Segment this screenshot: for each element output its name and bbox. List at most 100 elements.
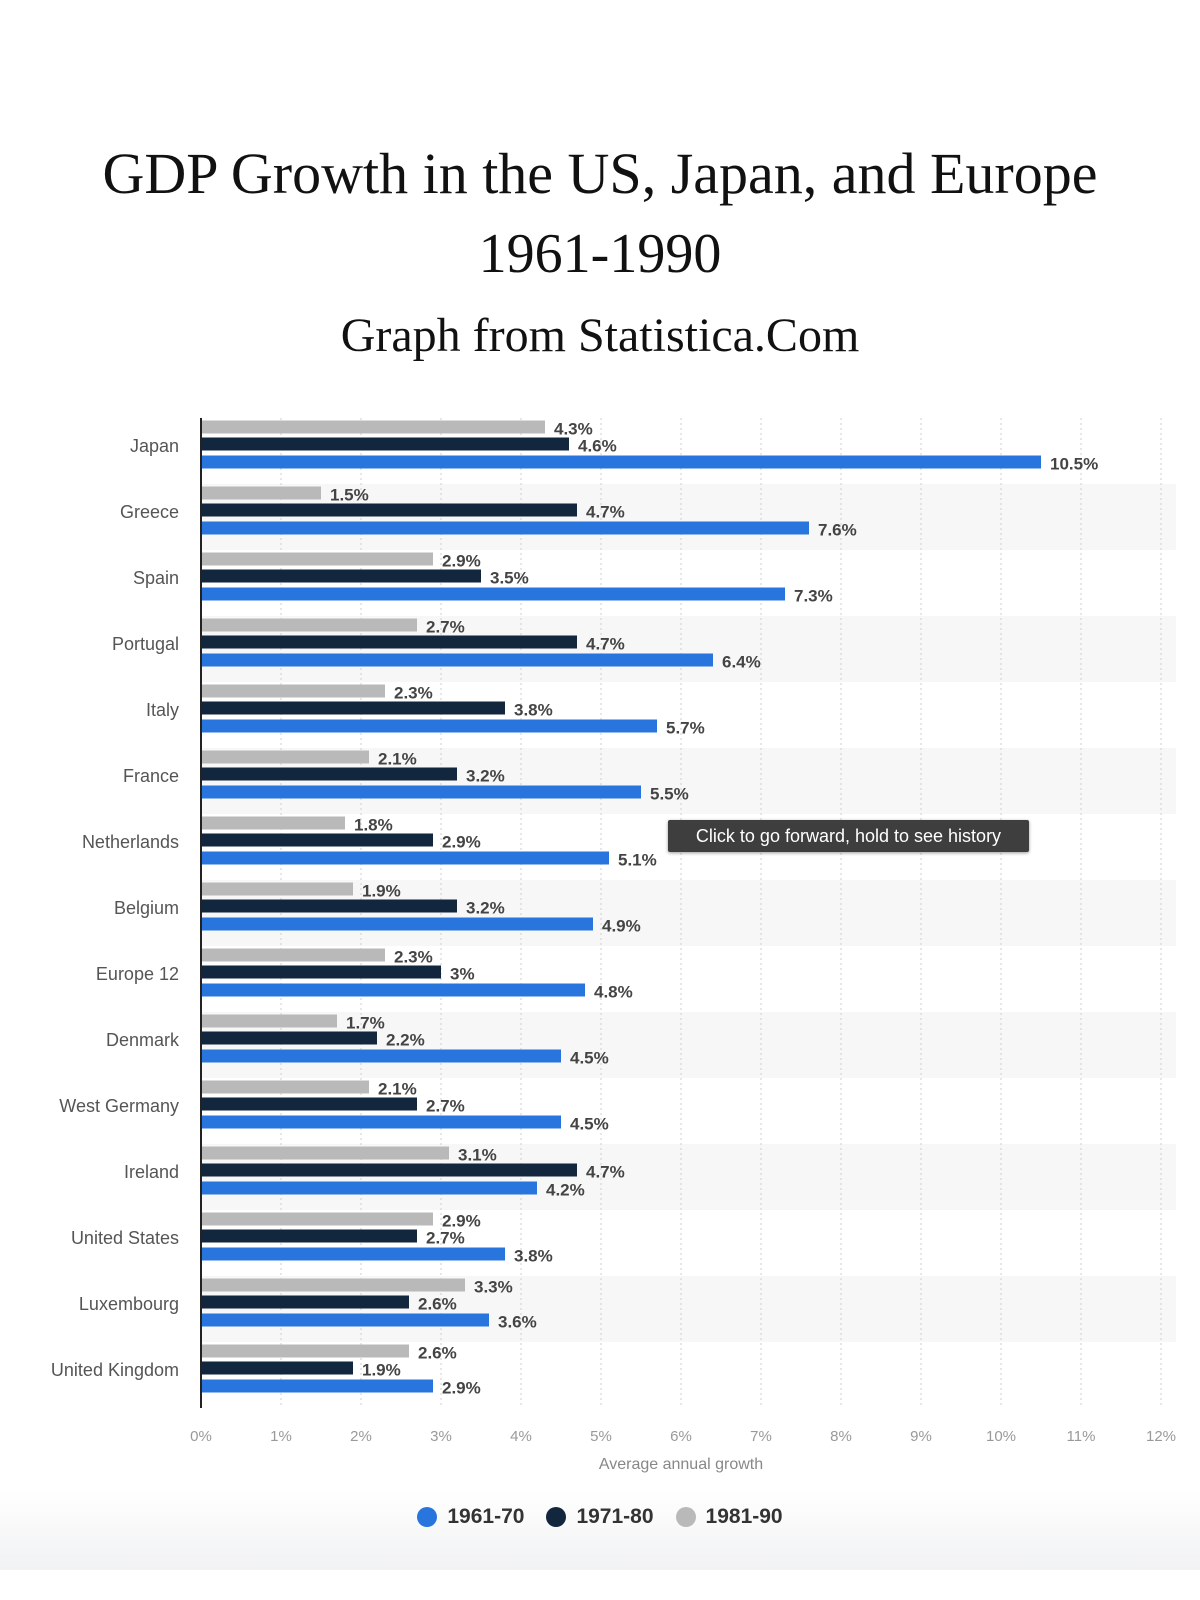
data-label: 3.5%: [490, 569, 529, 588]
x-tick-label: 11%: [1067, 1428, 1096, 1445]
bar-1971-80: [201, 965, 441, 979]
bar-1971-80: [201, 1163, 577, 1177]
data-label: 10.5%: [1050, 455, 1098, 474]
data-label: 3%: [450, 965, 475, 984]
category-label: Portugal: [112, 634, 179, 654]
bar-1971-80: [201, 899, 457, 913]
data-label: 4.7%: [586, 503, 625, 522]
data-label: 4.3%: [554, 420, 593, 439]
category-label: West Germany: [59, 1096, 179, 1116]
legend-background: [0, 1490, 1200, 1570]
legend-dot-icon: [546, 1507, 567, 1527]
bar-1971-80: [201, 1361, 353, 1375]
bar-1981-90: [201, 1278, 465, 1292]
data-label: 4.2%: [546, 1181, 585, 1200]
bar-1961-70: [201, 455, 1041, 469]
bar-1981-90: [201, 684, 385, 698]
bar-1971-80: [201, 1229, 417, 1243]
data-label: 4.6%: [578, 437, 617, 456]
bar-1981-90: [201, 1344, 409, 1358]
data-label: 5.1%: [618, 851, 657, 870]
x-tick-label: 5%: [590, 1428, 612, 1445]
category-label: Europe 12: [96, 964, 179, 984]
x-tick-label: 12%: [1146, 1428, 1176, 1445]
bar-chart: 0% 1% 2% 3% 4% 5% 6% 7% 8% 9% 10% 11% 12% Average ann…: [51, 418, 1176, 1473]
data-label: 4.7%: [586, 1163, 625, 1182]
bar-1961-70: [201, 851, 609, 865]
bar-1971-80: [201, 635, 577, 649]
legend-dot-icon: [417, 1507, 438, 1527]
data-label: 4.7%: [586, 635, 625, 654]
bar-1961-70: [201, 983, 585, 997]
bar-1981-90: [201, 1146, 449, 1160]
row-band: [201, 1012, 1176, 1078]
legend-item-1981-90[interactable]: 1981-90: [675, 1505, 783, 1529]
bar-1971-80: [201, 503, 577, 517]
bar-1981-90: [201, 618, 417, 632]
category-label: Greece: [120, 502, 179, 522]
chart-title-years: 1961-1990: [478, 223, 722, 285]
tooltip: Click to go forward, hold to see history: [668, 820, 1029, 852]
data-label: 5.7%: [666, 719, 705, 738]
legend-dot-icon: [675, 1507, 696, 1527]
x-tick-label: 7%: [750, 1428, 772, 1445]
data-label: 2.6%: [418, 1344, 457, 1363]
legend-label: 1981-90: [705, 1505, 783, 1528]
data-label: 3.6%: [498, 1313, 537, 1332]
data-label: 1.9%: [362, 1361, 401, 1380]
data-label: 2.7%: [426, 1097, 465, 1116]
data-label: 2.7%: [426, 1229, 465, 1248]
x-tick-label: 3%: [430, 1428, 452, 1445]
data-label: 4.5%: [570, 1049, 609, 1068]
legend: 1961-70 1971-80 1981-90: [0, 1505, 1200, 1529]
category-label: United Kingdom: [51, 1360, 179, 1380]
bar-1971-80: [201, 833, 433, 847]
legend-item-1971-80[interactable]: 1971-80: [546, 1505, 654, 1529]
category-label: France: [123, 766, 179, 786]
bar-1971-80: [201, 701, 505, 715]
bar-1961-70: [201, 521, 809, 535]
bar-1971-80: [201, 1295, 409, 1309]
data-label: 7.3%: [794, 587, 833, 606]
data-label: 4.8%: [594, 983, 633, 1002]
data-label: 5.5%: [650, 785, 689, 804]
bar-1971-80: [201, 1031, 377, 1045]
data-label: 6.4%: [722, 653, 761, 672]
bar-1961-70: [201, 719, 657, 733]
x-tick-label: 10%: [986, 1428, 1016, 1445]
legend-label: 1961-70: [447, 1505, 525, 1528]
data-label: 3.8%: [514, 1247, 553, 1266]
data-label: 3.2%: [466, 767, 505, 786]
chart-subtitle: Graph from Statistica.Com: [340, 309, 860, 362]
data-label: 1.7%: [346, 1014, 385, 1033]
row-band: [201, 880, 1176, 946]
bar-1981-90: [201, 420, 545, 434]
category-label: United States: [71, 1228, 179, 1248]
bar-1981-90: [201, 948, 385, 962]
x-tick-label: 1%: [270, 1428, 292, 1445]
bar-1981-90: [201, 882, 353, 896]
bar-1981-90: [201, 750, 369, 764]
data-label: 1.5%: [330, 486, 369, 505]
data-label: 1.8%: [354, 816, 393, 835]
bar-1971-80: [201, 437, 569, 451]
x-tick-label: 4%: [510, 1428, 532, 1445]
data-label: 2.1%: [378, 750, 417, 769]
bar-1961-70: [201, 1379, 433, 1393]
data-label: 2.9%: [442, 552, 481, 571]
legend-item-1961-70[interactable]: 1961-70: [417, 1505, 524, 1529]
data-label: 2.2%: [386, 1031, 425, 1050]
bar-1981-90: [201, 1080, 369, 1094]
bar-1981-90: [201, 816, 345, 830]
bar-1961-70: [201, 1247, 505, 1261]
x-tick-label: 8%: [830, 1428, 852, 1445]
bar-1981-90: [201, 552, 433, 566]
data-label: 2.9%: [442, 833, 481, 852]
category-label: Belgium: [114, 898, 179, 918]
x-tick-label: 6%: [670, 1428, 692, 1445]
x-tick-label: 2%: [350, 1428, 372, 1445]
data-label: 2.6%: [418, 1295, 457, 1314]
data-label: 2.1%: [378, 1080, 417, 1099]
data-label: 3.1%: [458, 1146, 497, 1165]
data-label: 4.9%: [602, 917, 641, 936]
